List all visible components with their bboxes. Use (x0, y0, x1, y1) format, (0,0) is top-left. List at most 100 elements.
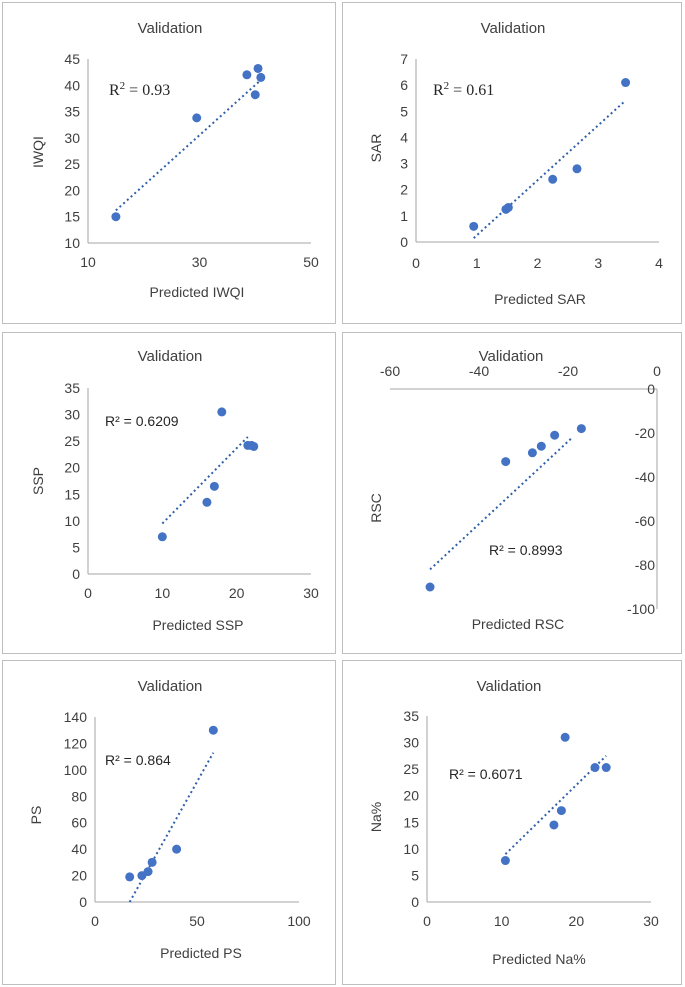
y-tick-label: 140 (64, 709, 88, 725)
data-point (572, 164, 582, 174)
y-axis-title: Na% (368, 802, 384, 832)
x-tick-label: 10 (155, 585, 171, 601)
x-tick-label: 2 (534, 255, 542, 271)
y-tick-label: 120 (64, 735, 88, 751)
ssp-scatter-plot: Validation R² = 0.6209 Predicted SSP SSP… (30, 348, 319, 633)
data-point (503, 202, 513, 212)
y-tick-label: 0 (400, 234, 408, 250)
data-point (253, 63, 263, 73)
data-point (217, 407, 227, 417)
chart-title: Validation (138, 678, 203, 695)
y-tick-label: 80 (71, 788, 87, 804)
data-point (556, 806, 566, 816)
x-tick-label: 0 (412, 255, 420, 271)
x-tick-label: 30 (643, 913, 659, 929)
x-tick-label: 0 (91, 913, 99, 929)
x-tick-label: 10 (494, 913, 510, 929)
data-point (527, 448, 537, 458)
y-tick-label: 0 (72, 566, 80, 582)
y-tick-label: 0 (411, 894, 419, 910)
x-axis-title: Predicted Na% (492, 951, 585, 967)
y-tick-label: 20 (403, 788, 419, 804)
x-tick-label: 0 (423, 913, 431, 929)
data-point (192, 113, 202, 123)
y-tick-label: 35 (64, 104, 80, 120)
r-squared-label: R² = 0.6209 (105, 413, 179, 429)
chart-panel-rsc: Validation R² = 0.8993 Predicted RSC RSC… (342, 332, 682, 654)
data-point (157, 532, 167, 542)
trendline (429, 436, 574, 571)
x-tick-label: -60 (380, 363, 400, 379)
y-tick-label: -80 (635, 557, 655, 573)
y-tick-label: 10 (64, 235, 80, 251)
data-point (242, 70, 252, 80)
y-axis-title: RSC (368, 493, 384, 523)
x-tick-label: 10 (80, 254, 96, 270)
x-tick-label: 3 (594, 255, 602, 271)
x-axis-title: Predicted IWQI (150, 284, 245, 300)
data-point (548, 174, 558, 184)
trendline (504, 755, 607, 855)
x-tick-label: 20 (229, 585, 245, 601)
y-tick-label: 4 (400, 129, 408, 145)
x-tick-label: 0 (653, 363, 661, 379)
trendline (115, 79, 262, 212)
y-tick-label: 10 (64, 513, 80, 529)
chart-panel-ps: Validation R² = 0.864 Predicted PS PS 0 5… (2, 660, 336, 985)
iwqi-scatter-plot: Validation R2 = 0.93 Predicted IWQI IWQI… (30, 20, 319, 300)
x-tick-label: -20 (558, 363, 578, 379)
data-point (560, 732, 570, 742)
y-tick-label: 2 (400, 182, 408, 198)
y-tick-label: 15 (64, 209, 80, 225)
y-tick-label: 20 (64, 460, 80, 476)
chart-panel-sar: Validation R2 = 0.61 Predicted SAR SAR 0… (342, 2, 682, 324)
y-tick-label: 35 (64, 380, 80, 396)
x-axis-title: Predicted PS (160, 945, 242, 961)
chart-title: Validation (138, 348, 203, 365)
y-tick-label: 6 (400, 77, 408, 93)
data-point (208, 725, 218, 735)
y-tick-label: 45 (64, 51, 80, 67)
data-point (172, 844, 182, 854)
data-point (500, 856, 510, 866)
y-tick-label: 1 (400, 208, 408, 224)
trendline (161, 436, 249, 525)
data-point (549, 820, 559, 830)
y-axis-title: PS (28, 806, 44, 825)
data-point (550, 430, 560, 440)
chart-title: Validation (481, 20, 546, 37)
data-point (590, 763, 600, 773)
data-point (536, 441, 546, 451)
data-point (256, 72, 266, 82)
rsc-scatter-plot: Validation R² = 0.8993 Predicted RSC RSC… (368, 348, 661, 632)
y-tick-label: 0 (79, 894, 87, 910)
x-tick-label: 20 (569, 913, 585, 929)
trendline (473, 101, 625, 239)
data-point (125, 872, 135, 882)
y-tick-label: 0 (647, 381, 655, 397)
x-tick-label: 100 (287, 913, 311, 929)
y-tick-label: 7 (400, 51, 408, 67)
y-tick-label: 30 (64, 407, 80, 423)
data-point (111, 212, 121, 222)
data-point (249, 441, 259, 451)
x-tick-label: -40 (469, 363, 489, 379)
y-tick-label: 15 (403, 814, 419, 830)
y-tick-label: 30 (403, 735, 419, 751)
data-point (601, 763, 611, 773)
x-tick-label: 30 (303, 585, 319, 601)
y-tick-label: -20 (635, 425, 655, 441)
r-squared-label: R² = 0.8993 (489, 542, 563, 558)
y-tick-label: -100 (627, 601, 655, 617)
r-squared-label: R2 = 0.61 (433, 80, 494, 99)
y-tick-label: 20 (71, 868, 87, 884)
r-squared-label: R² = 0.6071 (449, 766, 523, 782)
x-tick-label: 50 (189, 913, 205, 929)
y-tick-label: 10 (403, 841, 419, 857)
ps-scatter-plot: Validation R² = 0.864 Predicted PS PS 0 5… (28, 678, 311, 961)
y-tick-label: -60 (635, 513, 655, 529)
y-axis-title: SSP (30, 467, 46, 495)
data-point (209, 481, 219, 491)
y-tick-label: 5 (72, 539, 80, 555)
data-point (143, 867, 153, 877)
